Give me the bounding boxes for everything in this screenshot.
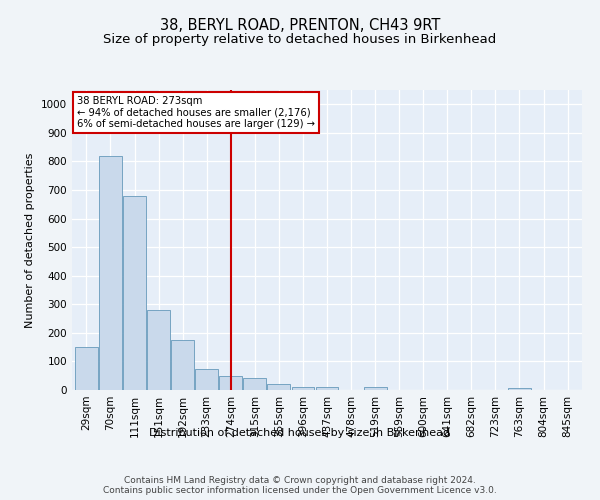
Bar [147, 310, 170, 390]
Bar [244, 378, 266, 390]
Text: 38 BERYL ROAD: 273sqm
← 94% of detached houses are smaller (2,176)
6% of semi-de: 38 BERYL ROAD: 273sqm ← 94% of detached … [77, 96, 315, 129]
Text: Distribution of detached houses by size in Birkenhead: Distribution of detached houses by size … [149, 428, 451, 438]
Bar [508, 388, 531, 390]
Bar [220, 376, 242, 390]
Text: Contains HM Land Registry data © Crown copyright and database right 2024.
Contai: Contains HM Land Registry data © Crown c… [103, 476, 497, 495]
Bar [364, 387, 386, 390]
Text: 38, BERYL ROAD, PRENTON, CH43 9RT: 38, BERYL ROAD, PRENTON, CH43 9RT [160, 18, 440, 32]
Bar [195, 368, 218, 390]
Text: Size of property relative to detached houses in Birkenhead: Size of property relative to detached ho… [103, 32, 497, 46]
Bar [268, 384, 290, 390]
Bar [292, 386, 314, 390]
Y-axis label: Number of detached properties: Number of detached properties [25, 152, 35, 328]
Bar [171, 340, 194, 390]
Bar [316, 387, 338, 390]
Bar [123, 196, 146, 390]
Bar [75, 347, 98, 390]
Bar [99, 156, 122, 390]
